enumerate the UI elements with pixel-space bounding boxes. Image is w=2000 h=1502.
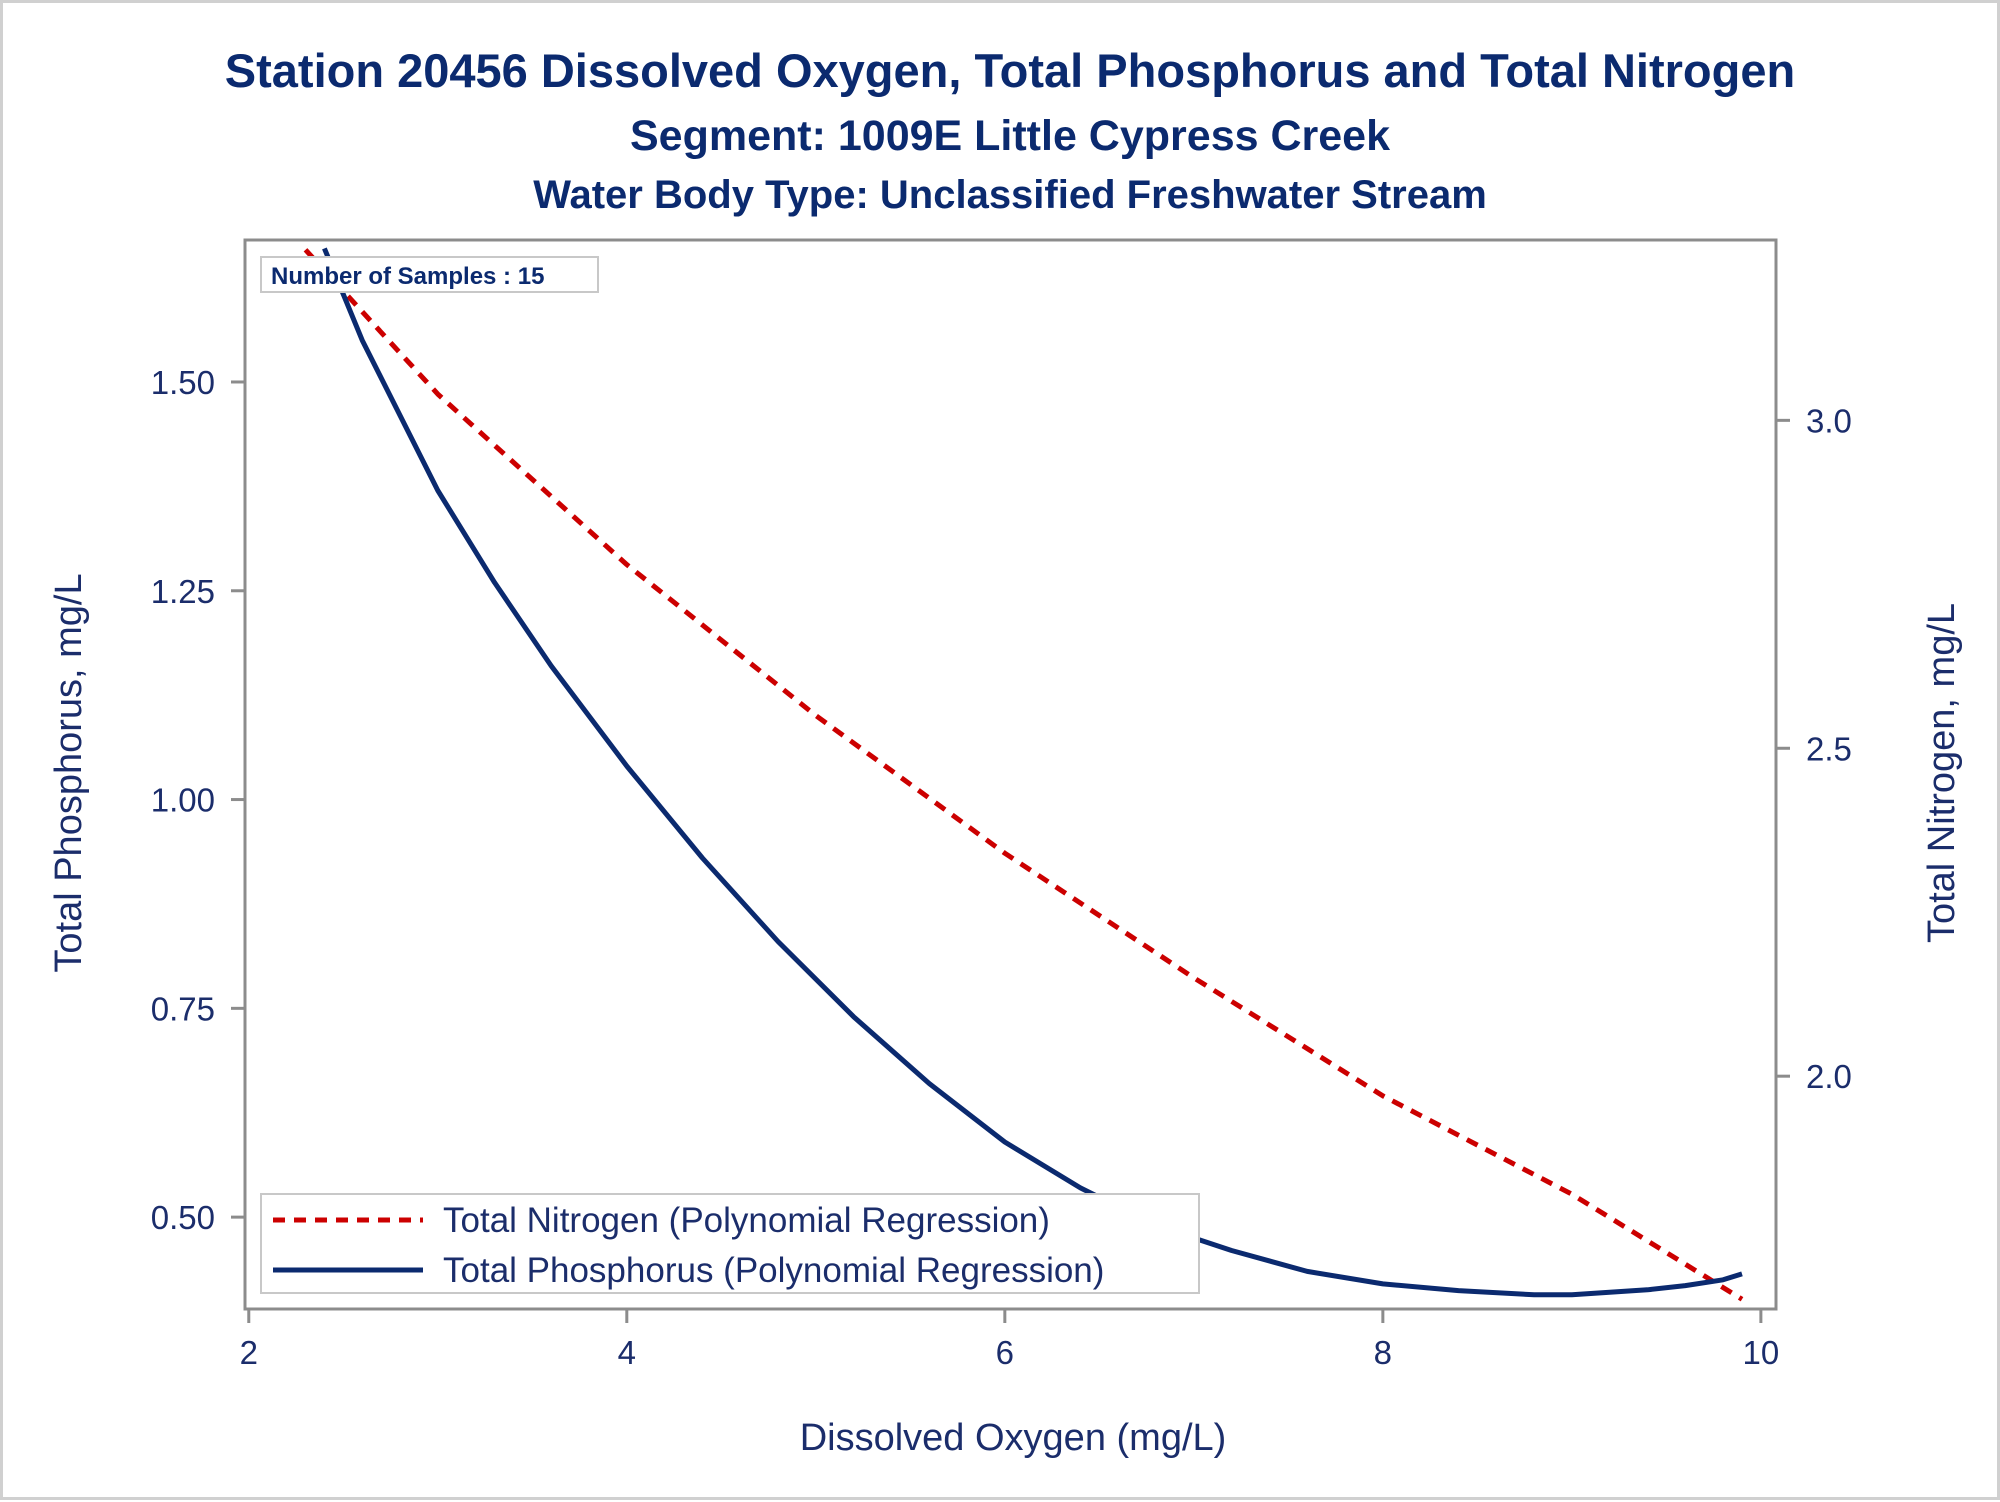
x-tick-label-3: 8 — [1374, 1334, 1392, 1371]
y-axis-right: 2.0 2.5 3.0 — [1776, 402, 1852, 1095]
y-right-tick-label-1: 2.5 — [1806, 730, 1852, 767]
plot-area — [243, 238, 1778, 1311]
sample-count-box — [260, 256, 599, 293]
legend-label-phosphorus: Total Phosphorus (Polynomial Regression) — [443, 1251, 1104, 1290]
y-axis-right-label: Total Nitrogen, mg/L — [1921, 603, 1963, 943]
series-layer — [303, 247, 1744, 1302]
chart-title: Station 20456 Dissolved Oxygen, Total Ph… — [225, 44, 1795, 97]
y-left-tick-label-1: 0.75 — [151, 990, 215, 1027]
chart-svg: Station 20456 Dissolved Oxygen, Total Ph… — [48, 44, 1963, 1459]
y-axis-left-label: Total Phosphorus, mg/L — [48, 573, 90, 972]
series-line-nitrogen — [303, 248, 1744, 1302]
series-line-phosphorus — [322, 247, 1743, 1298]
y-left-tick-label-2: 1.00 — [151, 782, 215, 819]
chart-subtitle-water-body: Water Body Type: Unclassified Freshwater… — [533, 173, 1487, 217]
chart-subtitle-segment: Segment: 1009E Little Cypress Creek — [630, 112, 1390, 160]
x-tick-label-1: 4 — [618, 1334, 636, 1371]
x-tick-label-4: 10 — [1743, 1334, 1780, 1371]
sample-count-label: Number of Samples : 15 — [271, 263, 544, 290]
legend: Total Nitrogen (Polynomial Regression) T… — [260, 1193, 1200, 1294]
x-tick-label-2: 6 — [996, 1334, 1014, 1371]
y-left-tick-label-3: 1.25 — [151, 573, 215, 610]
y-left-tick-label-4: 1.50 — [151, 364, 215, 401]
y-axis-left: 0.50 0.75 1.00 1.25 1.50 — [151, 364, 245, 1236]
y-right-tick-label-0: 2.0 — [1806, 1058, 1852, 1095]
x-axis: 2 4 6 8 10 — [240, 1309, 1780, 1371]
y-left-tick-label-0: 0.50 — [151, 1199, 215, 1236]
y-right-tick-label-2: 3.0 — [1806, 402, 1852, 439]
legend-label-nitrogen: Total Nitrogen (Polynomial Regression) — [443, 1201, 1050, 1240]
legend-box — [260, 1193, 1200, 1294]
x-axis-label: Dissolved Oxygen (mg/L) — [800, 1417, 1227, 1459]
x-tick-label-0: 2 — [240, 1334, 258, 1371]
